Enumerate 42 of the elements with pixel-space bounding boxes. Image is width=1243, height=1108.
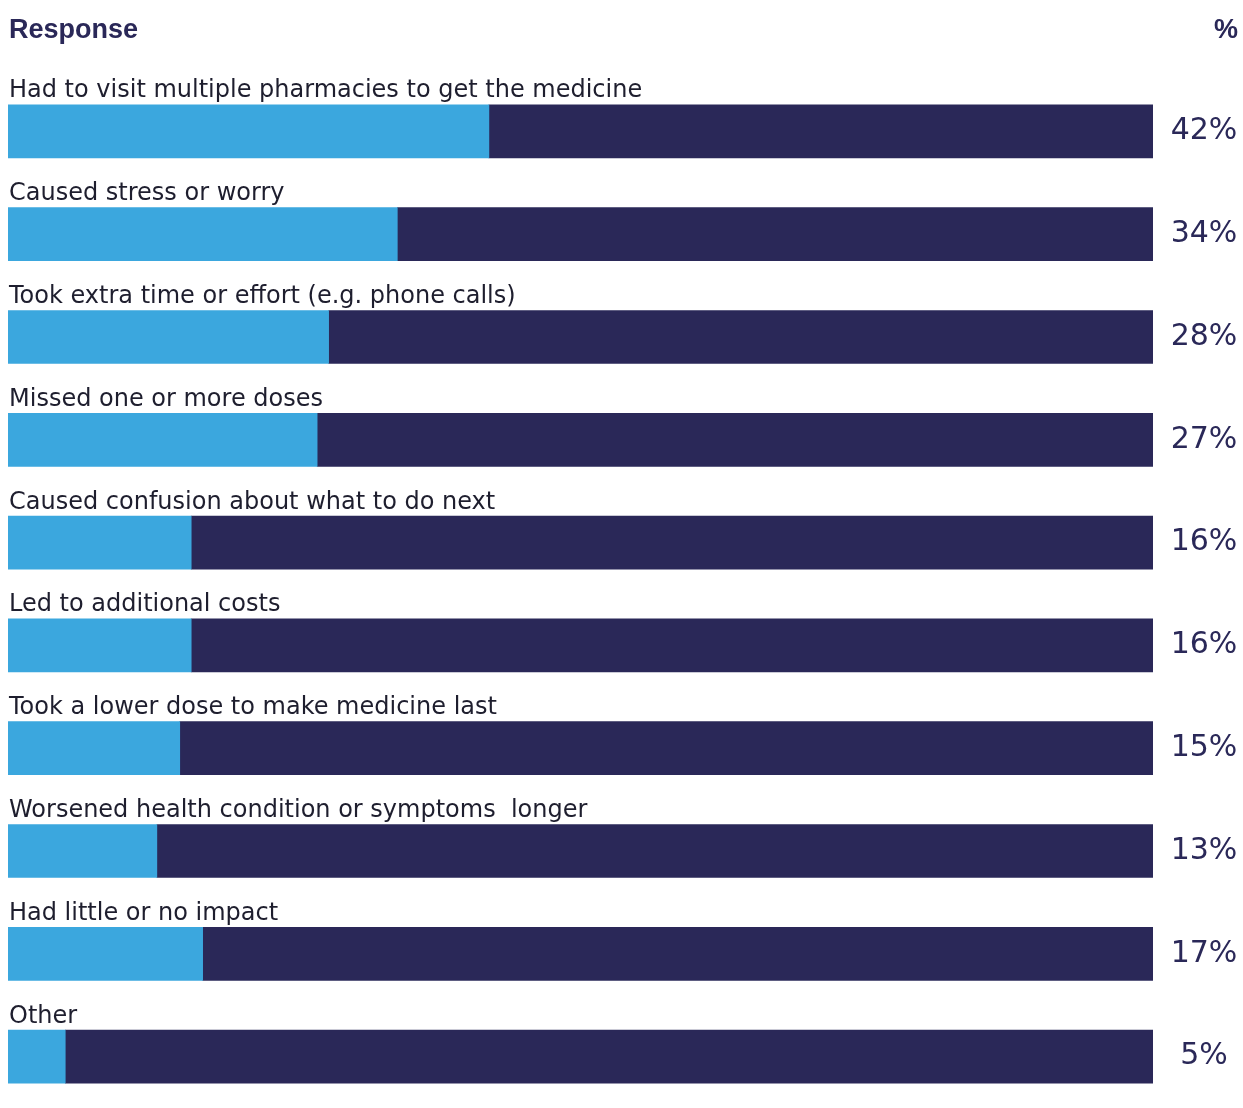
y-tick-label: Took extra time or effort (e.g. phone calls) (8, 281, 516, 309)
data-label: 28% (1170, 316, 1238, 352)
bar (8, 412, 318, 467)
y-tick-label: Caused stress or worry (9, 178, 285, 207)
data-label: 13% (1170, 830, 1238, 866)
data-label: 34% (1170, 214, 1238, 249)
y-tick-label: Took a lower dose to make medicine last (8, 692, 497, 721)
bar (202, 926, 1153, 981)
y-axis-title: Response (9, 14, 139, 44)
bar (8, 824, 158, 878)
bar (396, 207, 1153, 262)
y-tick-label: Led to additional costs (9, 589, 281, 618)
bar (190, 515, 1153, 570)
y-tick-label: Caused confusion about what to do next (9, 486, 496, 515)
bar (156, 824, 1153, 878)
bar (328, 310, 1153, 364)
bar (64, 1029, 1153, 1084)
bar (179, 721, 1153, 776)
bar (316, 412, 1153, 467)
bar (8, 310, 329, 364)
y-tick-label: Worsened health condition or symptoms longer (9, 795, 588, 823)
y-tick-label: Other (9, 1000, 78, 1029)
x-axis-title: % (1213, 14, 1238, 44)
bar (8, 1029, 66, 1084)
bar (8, 721, 181, 776)
data-label: 42% (1170, 111, 1238, 147)
bar (8, 207, 398, 262)
data-label: 27% (1170, 419, 1238, 455)
bar (8, 618, 192, 673)
y-tick-label: Had little or no impact (9, 897, 279, 926)
data-label: 16% (1170, 625, 1238, 661)
bar (190, 618, 1153, 673)
data-label: 17% (1170, 933, 1238, 969)
data-label: 15% (1170, 728, 1238, 763)
bar (488, 104, 1153, 159)
y-tick-label: Had to visit multiple pharmacies to get the medicine (9, 75, 643, 104)
data-label: 16% (1170, 522, 1238, 558)
bar (8, 515, 192, 570)
bar (8, 104, 490, 159)
y-tick-label: Missed one or more doses (9, 383, 323, 412)
data-label: 5% (1180, 1036, 1228, 1072)
bar (8, 926, 203, 981)
